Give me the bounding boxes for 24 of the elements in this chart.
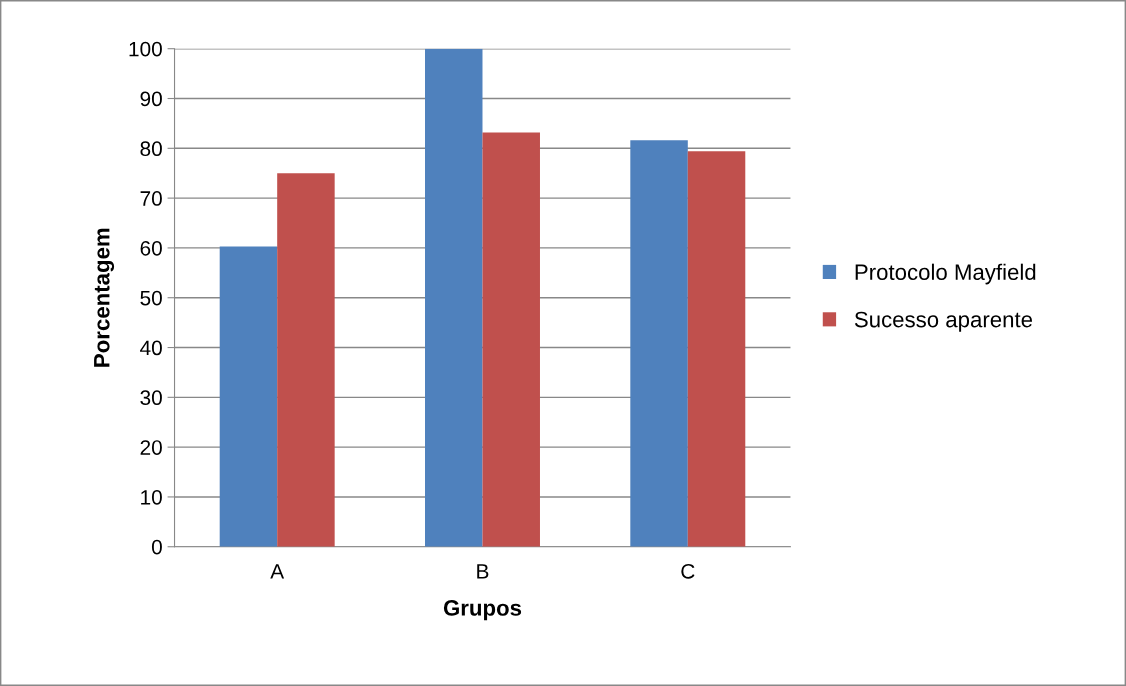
y-tick-label: 70 [140,191,162,206]
y-tick-label: 40 [140,340,162,356]
y-tick-label: 20 [140,440,162,455]
bar [425,48,483,547]
y-tick-label: 100 [129,41,162,57]
y-tick-label: 80 [140,141,162,157]
legend-label: Protocolo Mayfield [855,263,1036,285]
bar [630,140,688,547]
y-axis-title: Porcentagem [94,228,115,367]
y-tick-label: 90 [140,91,162,107]
y-tick-label: 10 [141,489,162,505]
bar [687,151,746,547]
y-tick-label: 50 [140,290,162,306]
legend-label: Sucesso aparente [854,311,1033,332]
y-tick-label: 30 [140,390,162,406]
x-tick-label: C [681,563,695,579]
x-tick-label: B [477,564,489,579]
bar [219,246,278,547]
y-tick-label: 60 [140,240,162,256]
y-tick-label: 0 [151,539,162,555]
bar [482,132,540,547]
x-axis-title: Grupos [443,600,522,621]
bar [277,173,335,547]
x-tick-label: A [270,564,285,579]
